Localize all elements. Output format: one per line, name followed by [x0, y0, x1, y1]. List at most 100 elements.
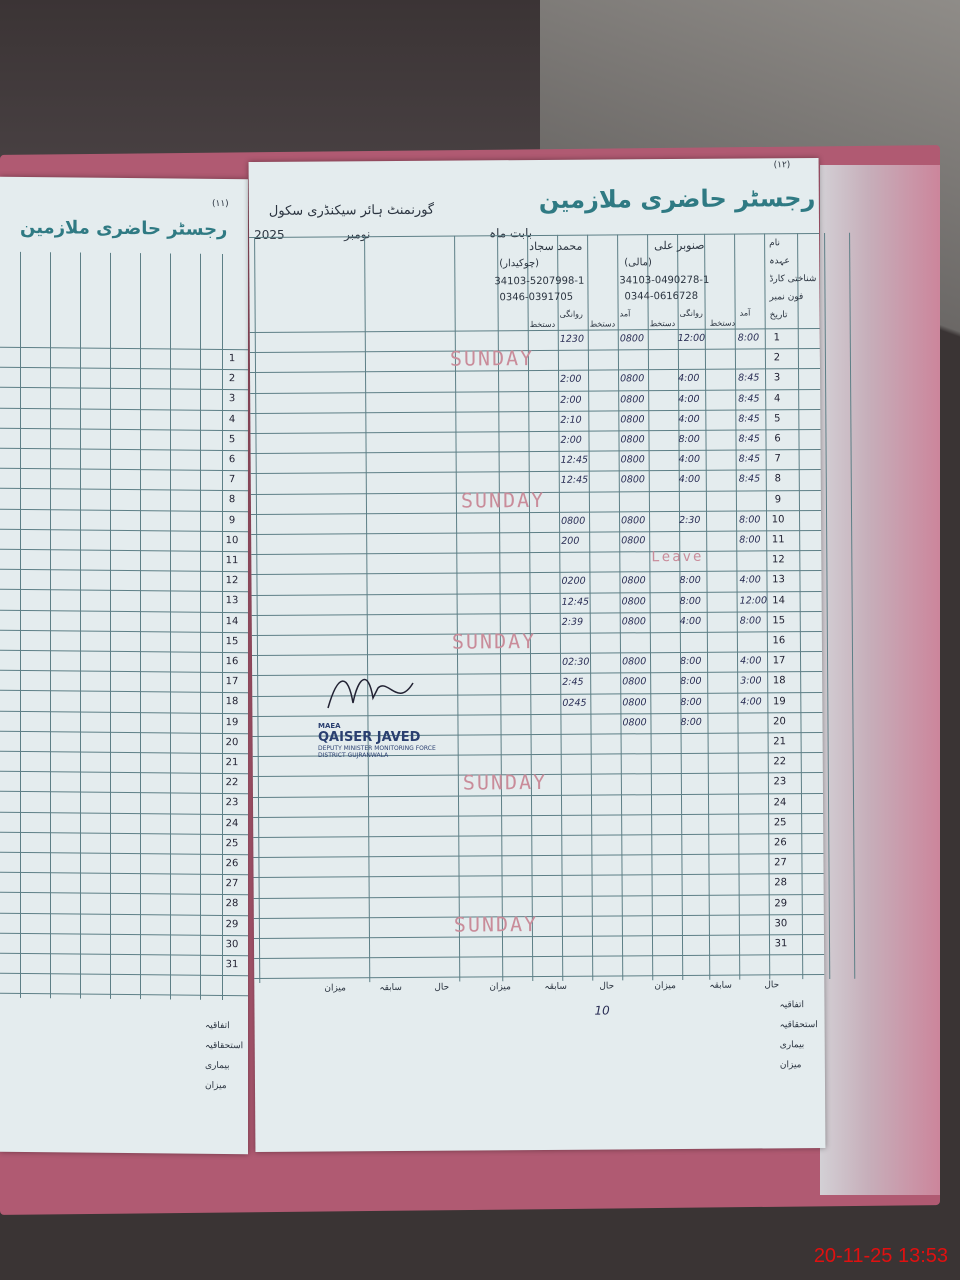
- day-number: 3: [228, 393, 236, 405]
- day-number: 19: [772, 695, 786, 707]
- month-label: بابت ماہ: [489, 226, 533, 241]
- employee2-departure: 2:10: [560, 414, 582, 426]
- employee2-departure: 2:00: [560, 434, 582, 446]
- employee2-departure: 0245: [562, 697, 587, 709]
- employee1-arrival: 8:45: [738, 453, 761, 465]
- summary-label: استحقاقیہ: [779, 1020, 818, 1031]
- employee1-arrival: 8:45: [738, 413, 760, 425]
- day-number: 3: [773, 372, 781, 384]
- day-number: 21: [773, 736, 787, 748]
- grid-column-line: [254, 236, 261, 984]
- row-label: عہدہ: [769, 256, 790, 267]
- day-number: 31: [225, 959, 239, 971]
- column-header: روانگی: [559, 309, 583, 319]
- employee1-departure: 4:00: [678, 454, 701, 466]
- day-number: 16: [772, 635, 786, 647]
- sunday-mark: SUNDAY: [449, 346, 535, 371]
- register-title: رجسٹر حاضری ملازمین: [538, 184, 816, 214]
- left-page-title: رجسٹر حاضری ملازمین: [20, 216, 228, 241]
- grid-row-line: [0, 467, 248, 472]
- employee2-arrival: 0800: [620, 414, 645, 426]
- day-number: 24: [225, 817, 239, 829]
- day-number: 31: [774, 938, 788, 950]
- employee2-departure: 1230: [559, 333, 585, 345]
- employee2-arrival: 0800: [620, 434, 645, 446]
- employee2-arrival: 0800: [622, 717, 647, 729]
- leave-mark: Leave: [651, 549, 704, 566]
- stamp-line3: DISTRICT GUJRANWALA: [318, 752, 389, 759]
- day-number: 25: [225, 837, 239, 849]
- summary-label: بیماری: [779, 1040, 805, 1051]
- grid-row-line: [0, 609, 248, 613]
- grid-row-line: [0, 447, 248, 452]
- day-number: 7: [774, 453, 781, 465]
- day-number: 2: [228, 373, 236, 385]
- row-label: تاریخ: [769, 310, 788, 321]
- stamp-line1: MAEA: [318, 722, 341, 730]
- day-number: 23: [225, 797, 239, 809]
- day-number: 14: [225, 615, 239, 627]
- employee1-departure: 8:00: [680, 656, 702, 668]
- employee1-arrival: 4:00: [740, 655, 762, 667]
- employee2-arrival: 0800: [620, 454, 645, 466]
- row-label: نام: [769, 238, 780, 249]
- day-number: 17: [772, 655, 786, 667]
- day-number: 8: [774, 473, 782, 485]
- sunday-mark: SUNDAY: [462, 770, 548, 795]
- employee1-arrival: 4:00: [740, 696, 762, 708]
- summary-value: 10: [594, 1003, 610, 1018]
- employee2-departure: 12:45: [560, 454, 589, 467]
- summary-header: سابقہ: [544, 982, 567, 993]
- column-header: دستخط: [649, 319, 676, 329]
- school-name: گورنمنٹ ہائر سیکنڈری سکول: [268, 202, 435, 219]
- grid-row-line: [0, 528, 248, 533]
- day-number: 12: [225, 575, 239, 587]
- day-number: 13: [772, 574, 785, 586]
- day-number: 29: [774, 897, 788, 909]
- photo-timestamp: 20-11-25 13:53: [813, 1245, 948, 1267]
- stamp-line2: DEPUTY MINISTER MONITORING FORCE: [318, 745, 436, 752]
- day-number: 27: [225, 878, 239, 890]
- summary-header: حال: [764, 980, 780, 991]
- day-number: 9: [774, 493, 782, 505]
- right-page-number: (۱۲): [773, 160, 791, 171]
- employee1-arrival: 4:00: [739, 574, 761, 586]
- employee2-departure: 12:45: [560, 475, 589, 487]
- grid-column-line: [587, 234, 594, 982]
- day-number: 12: [771, 554, 785, 566]
- employee1-arrival: 8:45: [738, 473, 761, 485]
- grid-row-line: [0, 488, 248, 492]
- day-number: 10: [225, 534, 239, 546]
- employee2-departure: 2:39: [561, 616, 584, 628]
- employee2-departure: 2:00: [560, 374, 582, 386]
- day-number: 1: [773, 332, 781, 344]
- sunday-mark: SUNDAY: [451, 629, 537, 654]
- grid-row-line: [0, 346, 248, 351]
- day-number: 6: [228, 454, 236, 466]
- day-number: 24: [773, 796, 787, 808]
- day-number: 28: [774, 877, 787, 889]
- plastic-cover-edge: [820, 165, 940, 1195]
- day-number: 18: [225, 696, 239, 708]
- grid-row-line: [0, 387, 248, 391]
- employee1-departure: 8:00: [678, 433, 700, 446]
- day-number: 4: [773, 392, 781, 404]
- column-header: دستخط: [529, 319, 556, 330]
- day-number: 6: [774, 433, 781, 445]
- employee1-departure: 8:00: [680, 696, 702, 708]
- employee-name: صنوبر علی: [654, 238, 705, 253]
- employee-cnic: 34103-5207998-1: [494, 275, 585, 288]
- grid-row-line: [0, 972, 248, 977]
- employee1-departure: 2:30: [679, 514, 701, 526]
- day-number: 30: [225, 938, 239, 950]
- day-number: 15: [225, 635, 239, 647]
- left-page: رجسٹر حاضری ملازمین (۱۱) 1 2 3 4 5 6 7 8 9 10 11 12…: [0, 176, 248, 1155]
- employee-phone: 0344-0616728: [624, 290, 699, 303]
- summary-label: میزان: [779, 1060, 802, 1071]
- employee2-departure: 12:45: [561, 596, 590, 608]
- employee1-departure: 4:00: [678, 474, 701, 486]
- column-header: روانگی: [679, 308, 703, 318]
- grid-column-line: [200, 253, 201, 1001]
- grid-row-line: [0, 548, 248, 553]
- employee2-arrival: 0800: [621, 616, 646, 628]
